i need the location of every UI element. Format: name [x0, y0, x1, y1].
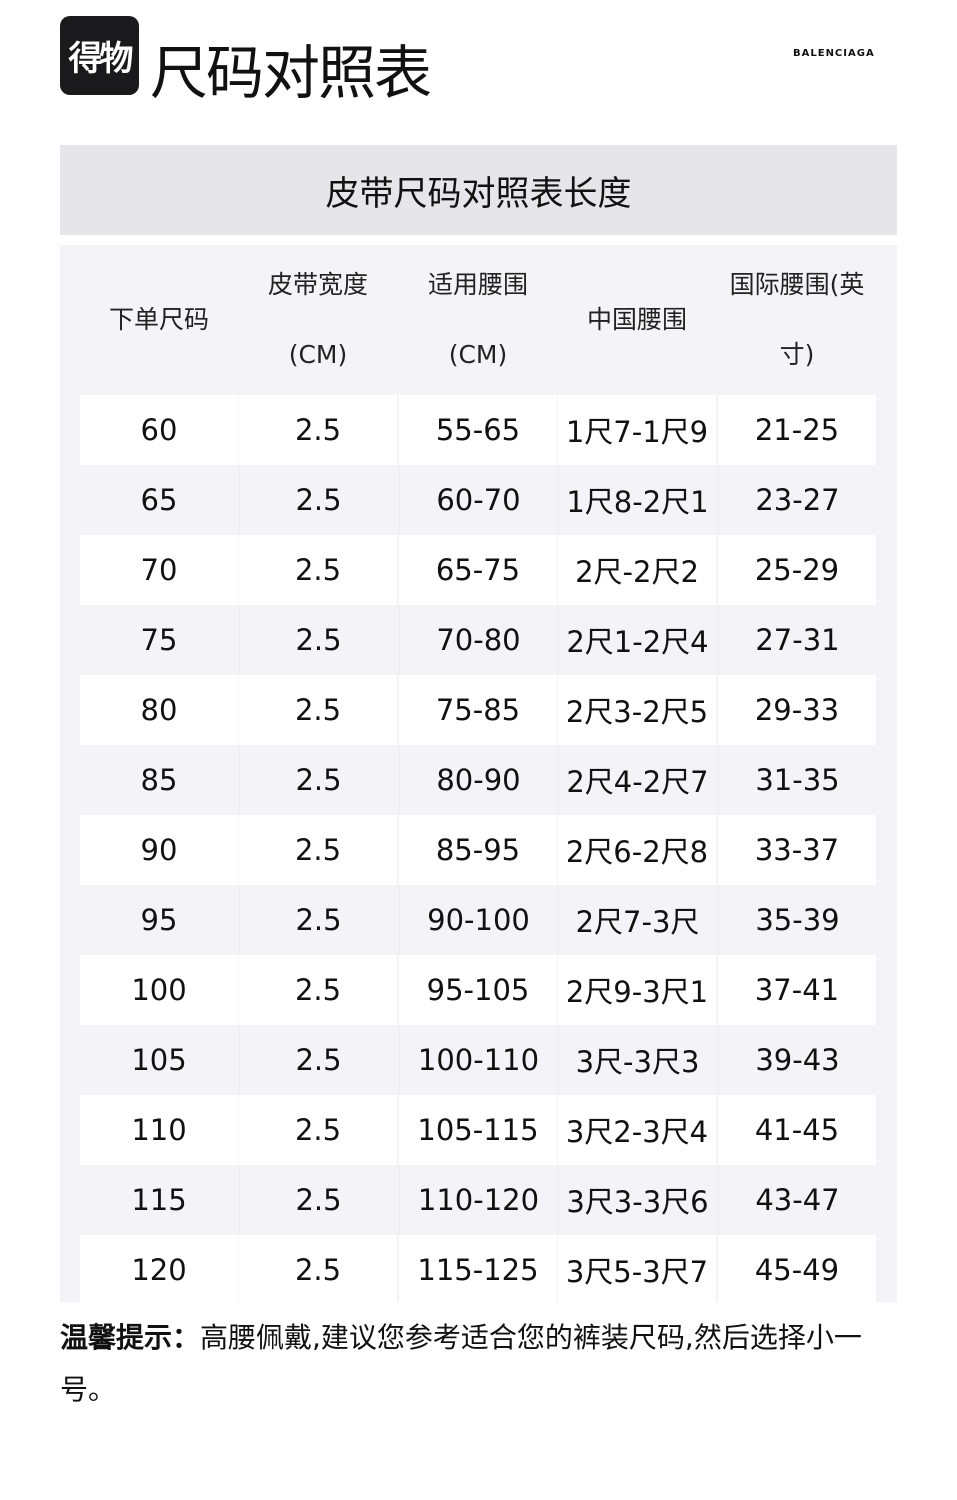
table-cell: 2.5 — [239, 885, 397, 955]
header-line: 适用腰围 — [427, 270, 528, 299]
table-cell: 2.5 — [239, 535, 397, 605]
brand-logo: BALENCIAGA — [793, 48, 875, 59]
table-cell: 120 — [80, 1235, 238, 1305]
table-cell: 105-115 — [399, 1095, 557, 1165]
table-cell: 65-75 — [399, 535, 557, 605]
table-cell: 75 — [140, 623, 178, 657]
table-cell: 39-43 — [718, 1025, 876, 1095]
table-cell: 21-25 — [718, 395, 876, 465]
table-cell: 45-49 — [718, 1235, 876, 1305]
header-line: 寸) — [779, 340, 815, 369]
size-table: 下单尺码 皮带宽度 (CM) 适用腰围 (CM) 中国腰围 国际腰围(英 寸) 60 2.5 55-… — [60, 245, 897, 1305]
column-header: 中国腰围 — [558, 245, 716, 395]
table-cell: 95 — [140, 903, 178, 937]
table-cell: 2.5 — [239, 745, 397, 815]
column-header: 皮带宽度 (CM) — [239, 245, 397, 395]
table-cell: 105 — [131, 1043, 187, 1077]
table-row: 95 2.5 90-100 2尺7-3尺 35-39 — [80, 885, 875, 955]
table-cell: 70 — [80, 535, 238, 605]
table-cell: 110-120 — [399, 1165, 557, 1235]
table-cell: 115 — [131, 1183, 187, 1217]
table-cell: 2.5 — [239, 675, 397, 745]
table-cell: 100 — [80, 955, 238, 1025]
table-cell: 25-29 — [718, 535, 876, 605]
table-row: 60 2.5 55-65 1尺7-1尺9 21-25 — [80, 395, 876, 465]
table-cell: 43-47 — [718, 1165, 876, 1235]
table-cell: 2尺9-3尺1 — [558, 955, 716, 1025]
column-header: 适用腰围 (CM) — [399, 245, 557, 395]
column-header: 下单尺码 — [80, 245, 238, 395]
table-cell: 2尺3-2尺5 — [558, 675, 716, 745]
table-row: 100 2.5 95-105 2尺9-3尺1 37-41 — [80, 955, 876, 1025]
table-cell: 75-85 — [399, 675, 557, 745]
table-cell: 2尺7-3尺 — [558, 885, 716, 955]
table-cell: 23-27 — [718, 465, 876, 535]
table-row: 85 2.5 80-90 2尺4-2尺7 31-35 — [80, 745, 875, 815]
table-cell: 90-100 — [399, 885, 557, 955]
table-cell: 2.5 — [239, 395, 397, 465]
table-cell: 2尺6-2尺8 — [558, 815, 716, 885]
table-row: 105 2.5 100-110 3尺-3尺3 39-43 — [80, 1025, 875, 1095]
table-cell: 2.5 — [239, 605, 397, 675]
table-cell: 27-31 — [718, 605, 876, 675]
table-row: 115 2.5 110-120 3尺3-3尺6 43-47 — [80, 1165, 875, 1235]
table-cell: 2.5 — [239, 955, 397, 1025]
table-row: 65 2.5 60-70 1尺8-2尺1 23-27 — [80, 465, 875, 535]
table-cell: 95-105 — [399, 955, 557, 1025]
table-cell: 55-65 — [399, 395, 557, 465]
table-cell: 3尺3-3尺6 — [558, 1165, 716, 1235]
table-row: 120 2.5 115-125 3尺5-3尺7 45-49 — [80, 1235, 876, 1305]
table-cell: 85-95 — [399, 815, 557, 885]
table-cell: 60-70 — [399, 465, 557, 535]
table-row: 90 2.5 85-95 2尺6-2尺8 33-37 — [80, 815, 876, 885]
header-line: (CM) — [448, 340, 508, 369]
table-cell: 3尺5-3尺7 — [558, 1235, 716, 1305]
table-cell: 3尺-3尺3 — [558, 1025, 716, 1095]
table-cell: 33-37 — [718, 815, 876, 885]
page-title: 尺码对照表 — [150, 39, 432, 107]
tip-text: 高腰佩戴,建议您参考适合您的裤装尺码,然后选择小一号。 — [60, 1321, 862, 1406]
table-cell: 2.5 — [239, 1025, 397, 1095]
table-cell: 60 — [80, 395, 238, 465]
table-cell: 110 — [80, 1095, 238, 1165]
table-cell: 29-33 — [718, 675, 876, 745]
table-cell: 2.5 — [239, 465, 397, 535]
dewu-logo: 得物 — [60, 16, 139, 95]
table-cell: 2.5 — [239, 815, 397, 885]
table-cell: 37-41 — [718, 955, 876, 1025]
table-row: 110 2.5 105-115 3尺2-3尺4 41-45 — [80, 1095, 876, 1165]
table-cell: 2.5 — [239, 1095, 397, 1165]
table-cell: 35-39 — [718, 885, 876, 955]
table-row: 75 2.5 70-80 2尺1-2尺4 27-31 — [80, 605, 875, 675]
table-cell: 2尺4-2尺7 — [558, 745, 716, 815]
table-row: 70 2.5 65-75 2尺-2尺2 25-29 — [80, 535, 876, 605]
table-cell: 85 — [140, 763, 178, 797]
table-cell: 3尺2-3尺4 — [558, 1095, 716, 1165]
table-cell: 90 — [80, 815, 238, 885]
table-cell: 41-45 — [718, 1095, 876, 1165]
table-cell: 1尺7-1尺9 — [558, 395, 716, 465]
table-cell: 2.5 — [239, 1165, 397, 1235]
table-cell: 65 — [140, 483, 178, 517]
column-header: 国际腰围(英 寸) — [718, 245, 876, 395]
table-cell: 100-110 — [399, 1025, 557, 1095]
table-cell: 70-80 — [399, 605, 557, 675]
header-line: 国际腰围(英 — [729, 270, 865, 299]
table-title: 皮带尺码对照表长度 — [60, 145, 897, 235]
header-line: 下单尺码 — [108, 305, 209, 334]
tip-note: 温馨提示：高腰佩戴,建议您参考适合您的裤装尺码,然后选择小一号。 — [60, 1312, 890, 1416]
table-row: 80 2.5 75-85 2尺3-2尺5 29-33 — [80, 675, 876, 745]
table-cell: 31-35 — [718, 745, 876, 815]
header-line: (CM) — [288, 340, 348, 369]
tip-label: 温馨提示： — [60, 1321, 201, 1354]
table-cell: 1尺8-2尺1 — [558, 465, 716, 535]
header-line: 皮带宽度 — [267, 270, 368, 299]
table-cell: 2尺-2尺2 — [558, 535, 716, 605]
table-cell: 80 — [80, 675, 238, 745]
table-cell: 115-125 — [399, 1235, 557, 1305]
header-line: 中国腰围 — [586, 305, 687, 334]
table-cell: 2.5 — [239, 1235, 397, 1305]
table-cell: 2尺1-2尺4 — [558, 605, 716, 675]
table-cell: 80-90 — [399, 745, 557, 815]
